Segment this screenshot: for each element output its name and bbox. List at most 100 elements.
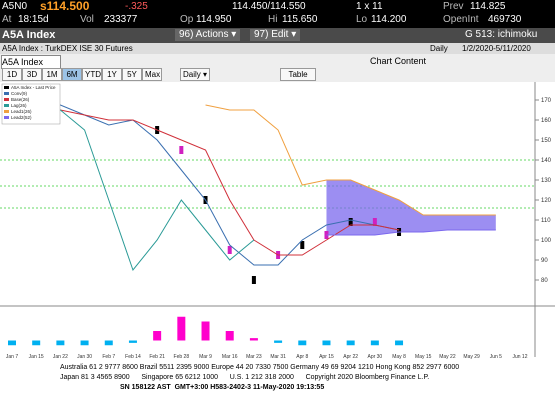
y-tick-label: 120	[541, 198, 552, 204]
value: 469730	[488, 14, 522, 25]
x-tick-label: Jan 7	[6, 354, 18, 360]
series-line	[205, 104, 496, 216]
y-tick-label: 80	[541, 278, 548, 284]
legend-swatch	[4, 86, 9, 89]
x-tick-label: Mar 9	[199, 354, 212, 360]
legend-box	[1, 83, 61, 125]
change: -.325	[125, 1, 148, 12]
footer: Australia 61 2 9777 8600 Brazil 5511 239…	[0, 362, 555, 400]
histogram-bar	[395, 340, 404, 346]
candle	[251, 276, 256, 284]
actions-menu[interactable]: 96) Actions ▾	[175, 29, 241, 41]
legend-label: Conv(9)	[11, 91, 28, 96]
x-tick-label: May 29	[463, 354, 480, 360]
label: Op	[180, 14, 194, 25]
y-tick-label: 90	[541, 258, 548, 264]
ticker: A5N0	[2, 1, 28, 12]
y-tick-label: 170	[541, 98, 552, 104]
histogram-bar	[56, 340, 65, 346]
label: Prev	[443, 1, 464, 12]
security-name: A5A Index : TurkDEX ISE 30 Futures	[2, 44, 133, 53]
histogram-bar	[322, 340, 331, 346]
legend-label: A5A Index - Last Price	[11, 85, 56, 90]
candle	[372, 218, 377, 226]
series-line	[11, 99, 400, 266]
legend-label: Lead2(52)	[11, 115, 32, 120]
range-button[interactable]: YTD	[82, 68, 102, 81]
label: At	[2, 14, 12, 25]
last-price: s114.500	[40, 0, 90, 13]
range-button[interactable]: 1Y	[102, 68, 122, 81]
x-tick-label: Jan 30	[77, 354, 92, 360]
legend-label: Lag(26)	[11, 103, 27, 108]
edit-menu[interactable]: 97) Edit ▾	[250, 29, 301, 41]
label: OpenInt	[443, 14, 479, 25]
histogram-bar	[128, 340, 137, 343]
series-line	[326, 229, 496, 236]
date-range: 1/2/2020-5/11/2020	[462, 44, 531, 53]
x-tick-label: May 22	[439, 354, 456, 360]
x-tick-label: May 8	[392, 354, 406, 360]
histogram-bar	[104, 340, 113, 346]
candle	[179, 146, 184, 154]
x-tick-label: Mar 16	[222, 354, 238, 360]
y-tick-label: 100	[541, 238, 552, 244]
chart-content-button[interactable]: Chart Content	[370, 56, 427, 66]
x-tick-label: Feb 28	[174, 354, 190, 360]
candle	[227, 246, 232, 254]
histogram-bar	[201, 321, 210, 341]
histogram-bar	[153, 331, 162, 341]
value: 18:15d	[18, 14, 49, 25]
size: 1 x 11	[356, 1, 383, 12]
value: 115.650	[282, 14, 318, 25]
y-tick-label: 130	[541, 178, 552, 184]
range-button[interactable]: 1M	[42, 68, 62, 81]
legend-swatch	[4, 110, 9, 113]
chart: 80 90 100 110 120 130 140 150 160 170 A5A Index - …	[0, 82, 555, 362]
x-tick-label: May 15	[415, 354, 432, 360]
y-tick-label: 110	[541, 218, 551, 224]
histogram-bar	[8, 340, 16, 346]
range-button[interactable]: 3D	[22, 68, 42, 81]
label: Lo	[356, 14, 368, 25]
template: G 513: ichimoku	[465, 29, 538, 40]
value: 114.825	[470, 1, 506, 12]
legend-label: Lead1(26)	[11, 109, 32, 114]
legend-swatch	[4, 104, 9, 107]
legend-label: Base(26)	[11, 97, 30, 102]
range-button[interactable]: 6M	[62, 68, 82, 81]
range-button[interactable]: 5Y	[122, 68, 142, 81]
frequency-select[interactable]: Daily ▾	[180, 68, 211, 81]
y-tick-label: 140	[541, 158, 552, 164]
footer-line: Japan 81 3 4565 8900 Singapore 65 6212 1…	[60, 374, 430, 381]
range-button[interactable]: Max	[142, 68, 162, 81]
histogram-bar	[32, 340, 41, 346]
histogram-bar	[177, 316, 186, 341]
bid-ask: 114.450/114.550	[232, 1, 306, 12]
histogram-bar	[370, 340, 379, 346]
histogram-bar	[80, 340, 89, 346]
security-input[interactable]: A5A Index	[1, 55, 61, 69]
table-button[interactable]: Table	[280, 68, 316, 81]
x-tick-label: Feb 7	[102, 354, 115, 360]
label: Hi	[268, 14, 278, 25]
histogram-bar	[298, 340, 307, 346]
subtitle-bar	[0, 43, 555, 54]
x-tick-label: Jun 12	[512, 354, 527, 360]
x-tick-label: Apr 22	[343, 354, 358, 360]
x-tick-label: Feb 14	[125, 354, 141, 360]
x-tick-label: Feb 21	[149, 354, 165, 360]
x-tick-label: Jan 22	[53, 354, 68, 360]
series-line	[11, 99, 255, 272]
histogram-bar	[249, 338, 258, 341]
histogram-bar	[225, 331, 234, 341]
x-tick-label: Mar 31	[270, 354, 286, 360]
histogram-bar	[346, 340, 355, 346]
x-tick-label: Jan 15	[29, 354, 44, 360]
candle	[348, 218, 353, 226]
range-button[interactable]: 1D	[2, 68, 22, 81]
footer-line: SN 158122 AST GMT+3:00 H583-2402-3 11-Ma…	[120, 384, 325, 391]
footer-line: Australia 61 2 9777 8600 Brazil 5511 239…	[60, 364, 460, 371]
y-tick-label: 160	[541, 118, 552, 124]
